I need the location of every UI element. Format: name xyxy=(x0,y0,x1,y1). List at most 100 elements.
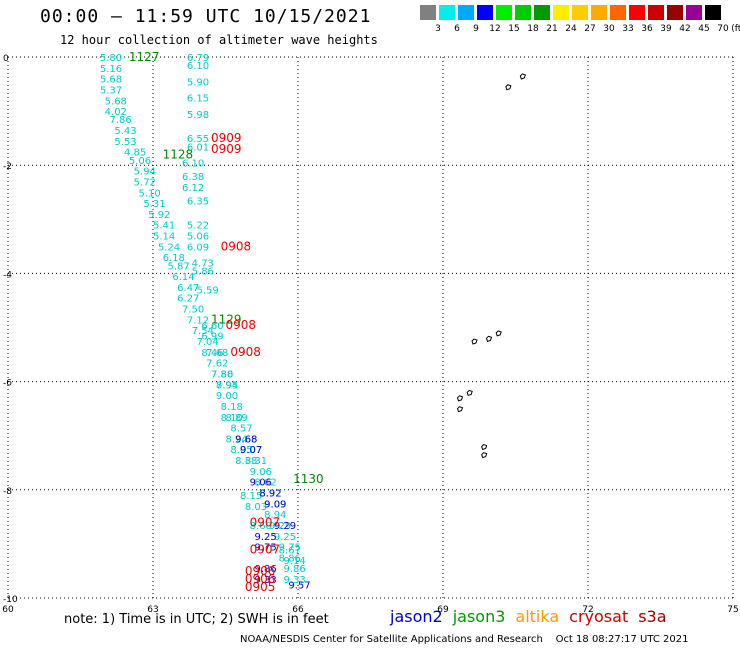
wave-height-label: 9.09 xyxy=(264,499,286,510)
wave-height-label: 5.37 xyxy=(100,85,122,96)
wave-height-label: 7.86 xyxy=(110,115,132,126)
wave-height-label: 5.68 xyxy=(100,75,122,86)
x-tick-label: 66 xyxy=(292,605,304,615)
wave-height-label: 5.92 xyxy=(148,210,170,221)
scale-swatch xyxy=(439,5,455,20)
wave-height-label: 8.60 xyxy=(250,521,272,532)
wave-height-label: 8.03 xyxy=(245,502,267,513)
wave-height-label: 5.14 xyxy=(153,232,175,243)
scale-swatch xyxy=(629,5,645,20)
scale-label: 45 xyxy=(698,24,710,34)
wave-height-label: 9.75 xyxy=(255,543,277,554)
wave-height-label: 5.72 xyxy=(134,177,156,188)
scale-label: 27 xyxy=(584,24,596,34)
wave-height-label: 5.94 xyxy=(134,167,156,178)
pass-time-label: 0909 xyxy=(211,142,242,156)
scale-swatch xyxy=(477,5,493,20)
wave-height-label: 8.92 xyxy=(259,489,281,500)
wave-height-label: 8.38 xyxy=(235,456,257,467)
scale-swatch xyxy=(610,5,626,20)
wave-height-label: 7.12 xyxy=(187,315,209,326)
satellite-jason3: jason3 xyxy=(452,607,506,626)
x-tick-label: 69 xyxy=(437,605,449,615)
wave-height-label: 5.06 xyxy=(129,156,151,167)
footer-note: note: 1) Time is in UTC; 2) SWH is in fe… xyxy=(64,612,329,627)
wave-height-label: 5.41 xyxy=(153,221,175,232)
y-tick-label: -10 xyxy=(3,595,18,605)
wave-height-label: 9.09 xyxy=(264,499,286,510)
wave-height-label: 7.86 xyxy=(211,369,233,380)
land-outline xyxy=(466,389,473,397)
land-outline xyxy=(485,335,493,342)
scale-label: 12 xyxy=(489,24,501,34)
wave-height-label: 5.80 xyxy=(100,53,122,64)
wave-height-label: 9.29 xyxy=(269,521,291,532)
wave-height-label: 5.86 xyxy=(192,267,214,278)
pass-time-label: 0909 xyxy=(211,131,242,145)
land-outline xyxy=(505,84,512,91)
scale-swatch xyxy=(515,5,531,20)
wave-height-label: 5.24 xyxy=(158,242,180,253)
wave-height-label: 8.67 xyxy=(279,545,301,556)
wave-height-label: 5.10 xyxy=(139,188,161,199)
scale-label: 6 xyxy=(454,24,460,34)
pass-time-label: 0908 xyxy=(221,239,252,253)
wave-height-label: 8.57 xyxy=(230,424,252,435)
wave-height-label: 5.16 xyxy=(100,64,122,75)
wave-height-label: 4.73 xyxy=(192,259,214,270)
pass-time-label: 0908 xyxy=(230,345,261,359)
wave-height-label: 8.46 xyxy=(201,348,223,359)
wave-height-label: 5.06 xyxy=(187,232,209,243)
wave-height-label: 6.10 xyxy=(182,158,204,169)
pass-time-label: 1129 xyxy=(211,312,242,326)
wave-height-label: 5.43 xyxy=(114,126,136,137)
wave-height-label: 8.05 xyxy=(230,445,252,456)
satellite-legend: jason2 jason3 altika cryosat s3a xyxy=(390,607,677,626)
scale-label: 18 xyxy=(527,24,539,34)
scale-label: 70 xyxy=(717,24,729,34)
page-title: 00:00 – 11:59 UTC 10/15/2021 xyxy=(40,6,372,27)
scale-swatch xyxy=(667,5,683,20)
pass-time-label: 0908 xyxy=(226,318,257,332)
wave-height-label: 6.47 xyxy=(177,283,199,294)
wave-height-label: 4.85 xyxy=(124,148,146,159)
scale-label: 3 xyxy=(435,24,441,34)
satellite-cryosat: cryosat xyxy=(569,607,629,626)
wave-height-label: 6.38 xyxy=(182,172,204,183)
scale-label: 42 xyxy=(679,24,691,34)
wave-height-label: 9.86 xyxy=(255,564,277,575)
pass-time-label: 1127 xyxy=(129,50,160,64)
wave-height-label: 8.89 xyxy=(226,413,248,424)
x-tick-label: 63 xyxy=(147,605,158,615)
satellite-jason2: jason2 xyxy=(390,607,443,626)
y-tick-label: -4 xyxy=(3,270,12,280)
wave-height-label: 5.98 xyxy=(187,110,209,121)
wave-height-label: 8.24 xyxy=(226,434,248,445)
y-tick-label: 0 xyxy=(3,54,9,64)
wave-height-label: 7.68 xyxy=(206,348,228,359)
wave-height-label: 9.68 xyxy=(235,434,257,445)
wave-height-label: 9.07 xyxy=(240,445,262,456)
wave-height-label: 4.02 xyxy=(105,107,127,118)
wave-height-label: 7.04 xyxy=(197,337,219,348)
x-tick-label: 72 xyxy=(582,605,593,615)
wave-height-label: 6.27 xyxy=(177,294,199,305)
scale-label: 33 xyxy=(622,24,634,34)
y-tick-label: -2 xyxy=(3,162,12,172)
scale-swatch xyxy=(591,5,607,20)
wave-height-label: 7.50 xyxy=(182,305,204,316)
land-outline xyxy=(481,452,488,459)
pass-time-label: 1130 xyxy=(293,472,324,486)
wave-height-label: 9.00 xyxy=(216,391,238,402)
x-tick-label: 75 xyxy=(727,605,738,615)
wave-height-label: 5.87 xyxy=(168,261,190,272)
scale-swatch xyxy=(648,5,664,20)
scale-swatch xyxy=(458,5,474,20)
wave-height-label: 6.15 xyxy=(187,94,209,105)
wave-height-label: 5.68 xyxy=(105,96,127,107)
wave-height-label: 9.14 xyxy=(284,556,306,567)
wave-height-label: 6.14 xyxy=(172,272,194,283)
wave-height-label: 8.94 xyxy=(216,380,238,391)
